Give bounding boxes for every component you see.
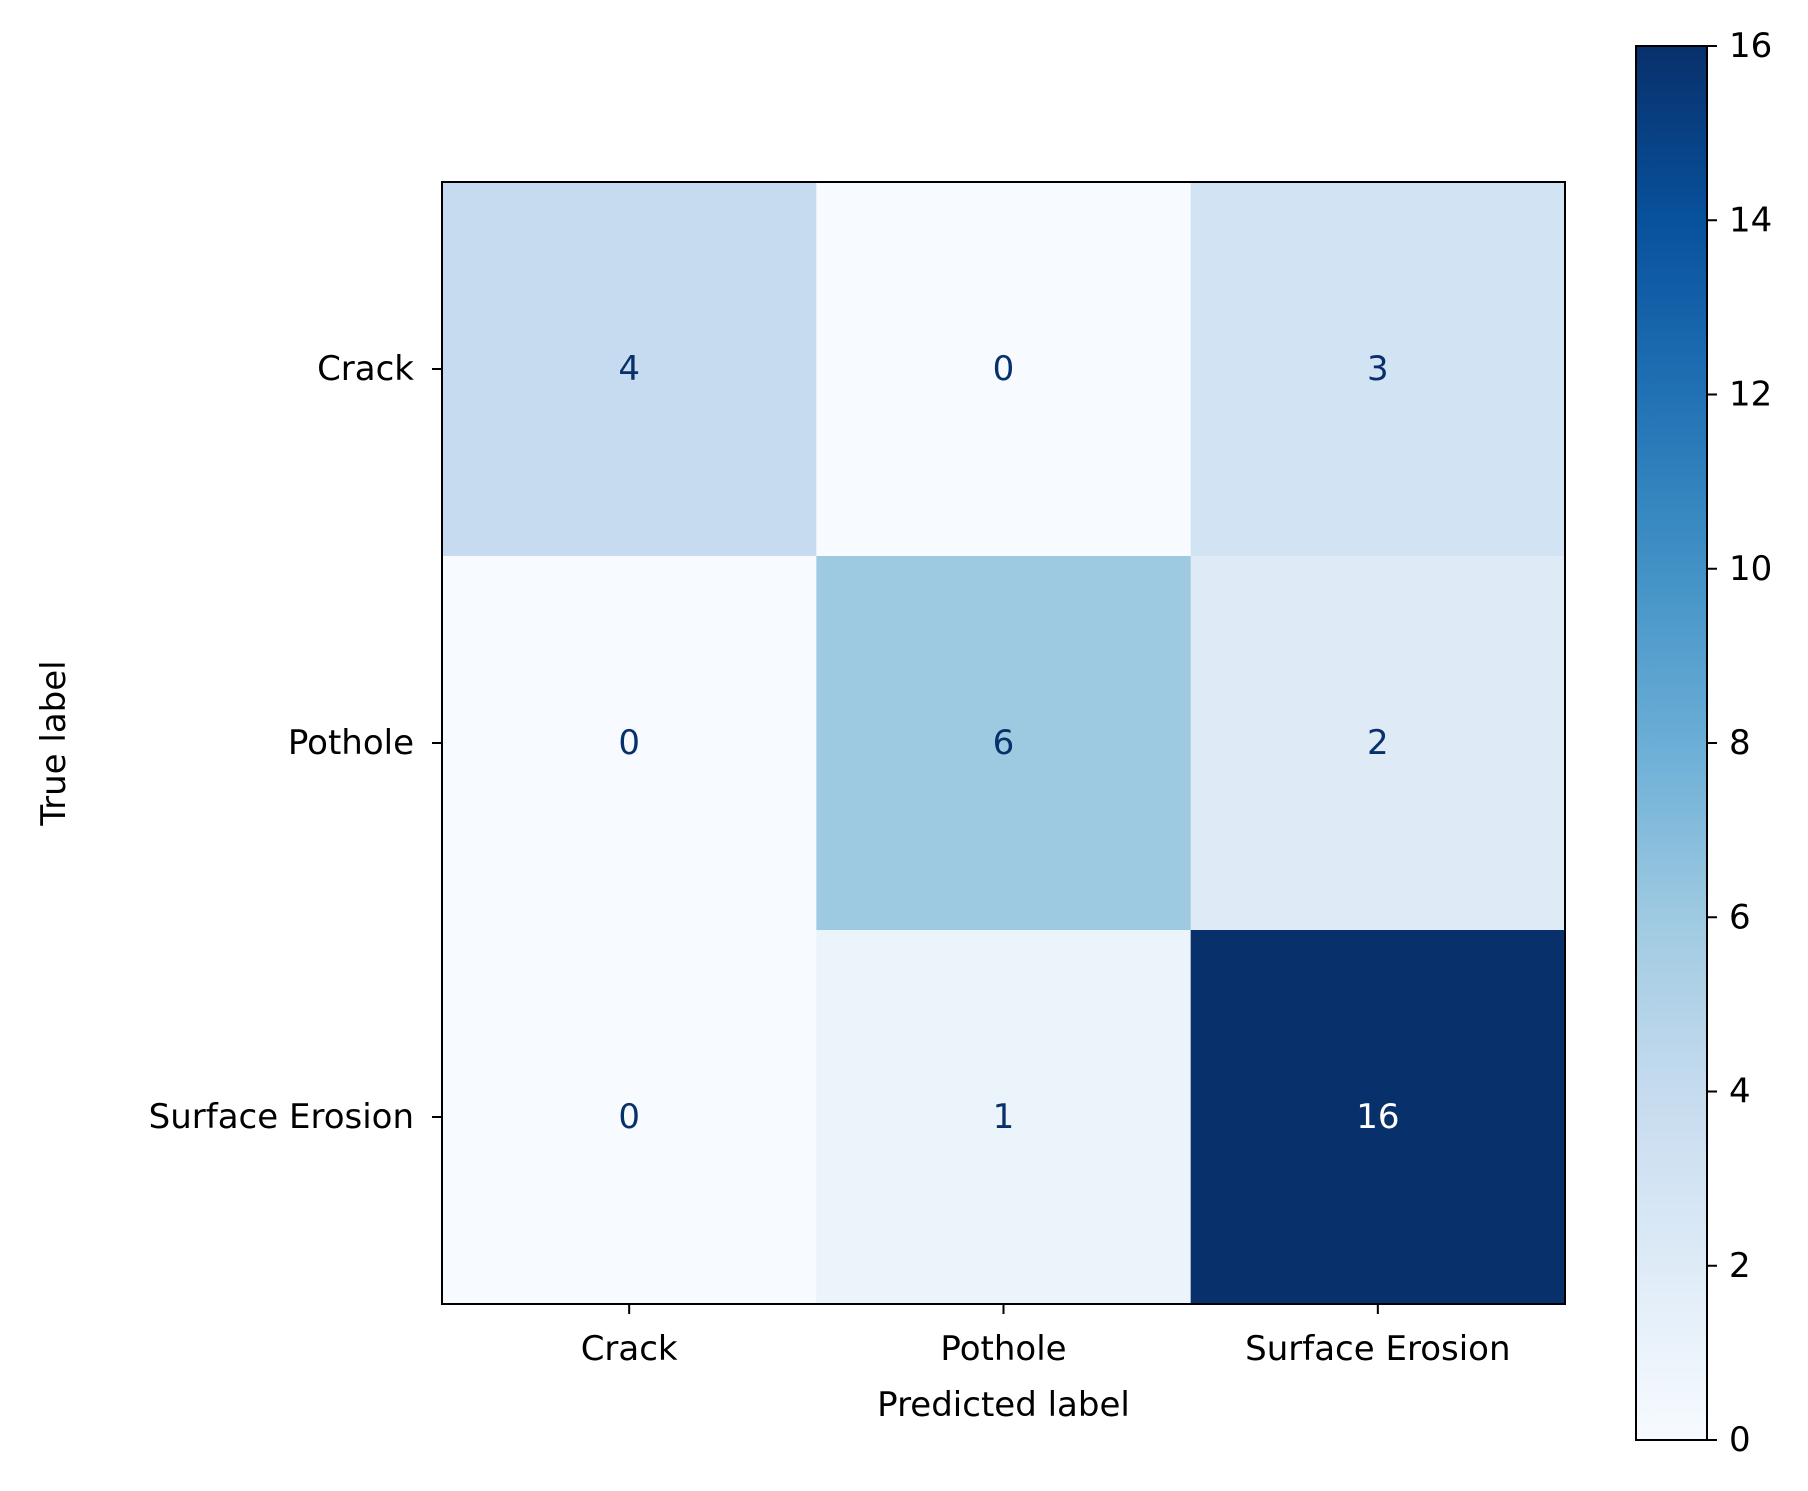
heatmap-cell — [816, 182, 1192, 557]
x-axis-label: Predicted label — [877, 1385, 1130, 1425]
cell-value-label: 16 — [1356, 1097, 1399, 1137]
heatmap-cell — [816, 556, 1192, 931]
heatmap-cell — [442, 182, 817, 557]
y-axis-label: True label — [34, 660, 74, 826]
y-tick-label: Surface Erosion — [149, 1097, 414, 1137]
cell-value-label: 6 — [993, 723, 1015, 763]
colorbar-tick-label: 2 — [1729, 1246, 1751, 1286]
cell-value-label: 0 — [993, 349, 1015, 389]
heatmap-cell — [1190, 182, 1566, 557]
heatmap-cell — [442, 556, 817, 931]
colorbar-tick-label: 0 — [1729, 1420, 1751, 1460]
colorbar-tick-label: 12 — [1729, 375, 1772, 415]
x-tick-label: Pothole — [940, 1329, 1066, 1369]
cell-value-label: 3 — [1367, 349, 1389, 389]
heatmap-cells — [442, 182, 1566, 1305]
y-tick-label: Crack — [317, 349, 414, 389]
colorbar-tick-label: 16 — [1729, 26, 1772, 66]
cell-value-label: 0 — [618, 723, 640, 763]
colorbar-ticks: 0 2 4 6 8 10 12 14 16 — [1707, 26, 1772, 1460]
colorbar-tick-label: 10 — [1729, 549, 1772, 589]
cell-value-label: 0 — [618, 1097, 640, 1137]
colorbar — [1635, 45, 1708, 1441]
y-tick-label: Pothole — [288, 723, 414, 763]
heatmap-cell — [442, 930, 817, 1305]
x-tick-label: Surface Erosion — [1245, 1329, 1510, 1369]
y-axis-ticks: Crack Pothole Surface Erosion — [149, 349, 442, 1137]
x-tick-label: Crack — [581, 1329, 678, 1369]
cell-value-labels: 4 0 3 0 6 2 0 1 16 — [618, 349, 1399, 1137]
heatmap-cell — [1190, 556, 1566, 931]
heatmap-cell — [1190, 930, 1566, 1305]
x-axis-ticks: Crack Pothole Surface Erosion — [581, 1304, 1511, 1369]
cell-value-label: 2 — [1367, 723, 1389, 763]
cell-value-label: 1 — [993, 1097, 1015, 1137]
colorbar-tick-label: 6 — [1729, 897, 1751, 937]
colorbar-tick-label: 14 — [1729, 200, 1772, 240]
heatmap-cell — [816, 930, 1192, 1305]
colorbar-tick-label: 8 — [1729, 723, 1751, 763]
cell-value-label: 4 — [618, 349, 640, 389]
colorbar-tick-label: 4 — [1729, 1072, 1751, 1112]
